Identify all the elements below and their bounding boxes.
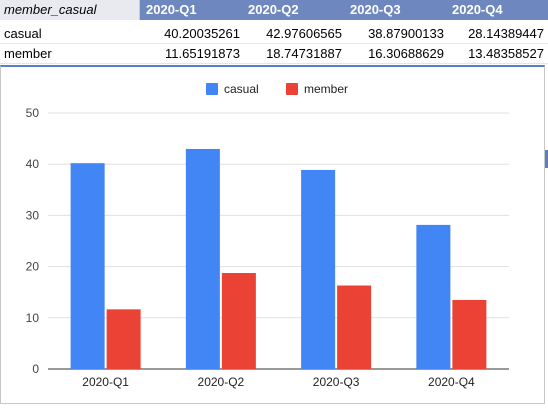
column-resize-handle[interactable] [545,150,548,168]
x-tick-label: 2020-Q2 [198,375,245,389]
y-tick-label: 0 [32,362,39,376]
chart-container[interactable]: 0 10 20 30 40 50 2020-Q1 2020-Q2 2020-Q3 2020-Q4 c… [0,65,545,404]
x-tick-label: 2020-Q4 [428,375,475,389]
header-cell-q1[interactable]: 2020-Q1 [140,0,242,20]
cell-casual-q1[interactable]: 40.20035261 [164,26,240,41]
table-row-casual: casual 40.20035261 42.97606565 38.879001… [0,24,548,44]
bar-casual-2020-Q3[interactable] [301,169,336,369]
header-cell-q4[interactable]: 2020-Q4 [446,0,548,20]
bar-casual-2020-Q2[interactable] [185,148,220,369]
x-tick-label: 2020-Q3 [313,375,360,389]
bar-chart: 0 10 20 30 40 50 2020-Q1 2020-Q2 2020-Q3 2020-Q4 c… [26,82,509,389]
x-tick-label: 2020-Q1 [82,375,129,389]
bar-member-2020-Q1[interactable] [106,309,141,369]
cell-member-q1[interactable]: 11.65191873 [165,46,240,61]
legend-label-member: member [304,82,348,96]
bar-member-2020-Q4[interactable] [452,299,487,369]
y-tick-label: 20 [26,260,40,274]
y-tick-label: 10 [26,311,40,325]
bar-member-2020-Q2[interactable] [221,273,256,369]
cell-casual-q2[interactable]: 42.97606565 [266,26,342,41]
table-row-member: member 11.65191873 18.74731887 16.306886… [0,44,548,64]
bar-casual-2020-Q4[interactable] [416,224,451,369]
cell-member-q3[interactable]: 16.30688629 [368,46,444,61]
header-cell-q2[interactable]: 2020-Q2 [242,0,344,20]
bar-member-2020-Q3[interactable] [337,285,372,369]
header-cell-member-casual[interactable]: member_casual [0,0,140,20]
row-label-member[interactable]: member [4,46,52,61]
y-tick-label: 50 [26,106,40,120]
legend-swatch-member [286,83,298,95]
header-cell-q3[interactable]: 2020-Q3 [344,0,446,20]
cell-member-q4[interactable]: 13.48358527 [468,46,544,61]
bar-casual-2020-Q1[interactable] [70,163,105,369]
table-header-row: member_casual 2020-Q1 2020-Q2 2020-Q3 20… [0,0,548,20]
y-tick-label: 30 [26,208,40,222]
row-label-casual[interactable]: casual [4,26,42,41]
legend-label-casual: casual [224,82,259,96]
cell-casual-q3[interactable]: 38.87900133 [368,26,444,41]
cell-casual-q4[interactable]: 28.14389447 [468,26,544,41]
y-tick-label: 40 [26,157,40,171]
cell-member-q2[interactable]: 18.74731887 [266,46,342,61]
legend-swatch-casual [206,83,218,95]
